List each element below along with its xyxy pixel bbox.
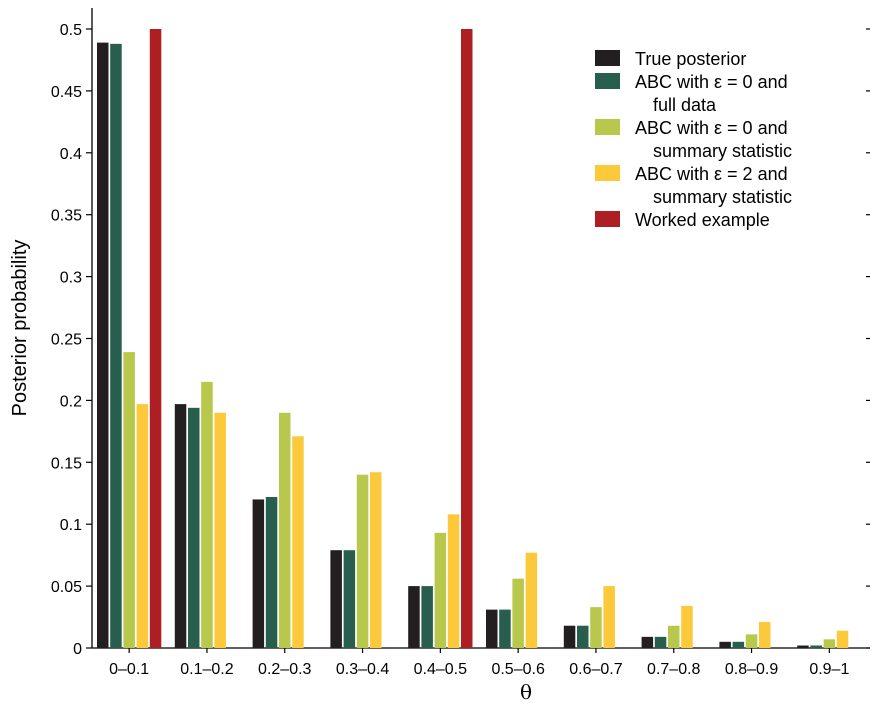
bar <box>447 514 460 648</box>
bar <box>681 605 693 648</box>
bar <box>149 29 162 648</box>
x-axis-title: θ <box>520 680 532 704</box>
bar <box>265 496 278 648</box>
bar <box>719 641 731 648</box>
bar <box>136 404 149 648</box>
x-tick-label: 0.2–0.3 <box>258 661 311 678</box>
bar <box>434 532 447 648</box>
x-tick-label: 0.3–0.4 <box>336 661 389 678</box>
bar <box>252 499 265 648</box>
legend-label: full data <box>653 95 717 115</box>
x-tick-label: 0.6–0.7 <box>569 661 622 678</box>
bar <box>745 634 758 648</box>
bar <box>408 586 420 648</box>
y-tick-label: 0.2 <box>60 393 82 410</box>
y-tick-label: 0.5 <box>60 22 82 39</box>
bar <box>499 609 511 648</box>
legend-label: ABC with ε = 2 and <box>635 164 788 184</box>
bar <box>330 550 342 648</box>
legend-label: summary statistic <box>653 141 792 161</box>
bar <box>370 472 382 648</box>
x-tick-label: 0–0.1 <box>109 661 149 678</box>
y-tick-label: 0.35 <box>51 208 82 225</box>
legend: True posterior ABC with ε = 0 and full dat… <box>595 49 792 230</box>
bar <box>421 586 433 648</box>
bar <box>512 578 524 648</box>
legend-label: ABC with ε = 0 and <box>635 72 788 92</box>
bar <box>461 29 473 648</box>
bar <box>732 641 745 648</box>
bar <box>641 636 654 648</box>
y-tick-label: 0.3 <box>60 270 82 287</box>
bar <box>174 404 187 648</box>
bar <box>577 625 589 648</box>
y-tick-label: 0 <box>73 641 82 658</box>
x-tick-label: 0.7–0.8 <box>647 661 700 678</box>
x-tick-label: 0.5–0.6 <box>491 661 544 678</box>
bar <box>214 412 226 648</box>
bar <box>563 625 576 648</box>
y-tick-label: 0.45 <box>51 84 82 101</box>
bar <box>654 636 667 648</box>
bar <box>292 436 304 648</box>
bar <box>823 639 836 648</box>
x-tick-label: 0.9–1 <box>809 661 849 678</box>
x-tick-labels: 0–0.1 0.1–0.2 0.2–0.3 0.3–0.4 0.4–0.5 0.5–0.6… <box>109 648 849 678</box>
x-tick-label: 0.4–0.5 <box>414 661 467 678</box>
legend-label: summary statistic <box>653 187 792 207</box>
bar <box>110 43 122 648</box>
legend-swatch <box>595 50 620 66</box>
y-tick-label: 0.05 <box>51 579 82 596</box>
y-tick-label: 0.1 <box>60 517 82 534</box>
bar <box>486 609 498 648</box>
bar <box>668 625 680 648</box>
bar <box>343 550 356 648</box>
legend-swatch <box>595 211 620 227</box>
y-tick-labels: 0 0.05 0.1 0.15 0.2 0.25 0.3 0.35 0.4 0.45 0.5 <box>51 22 870 658</box>
bar <box>836 630 849 648</box>
x-tick-label: 0.1–0.2 <box>180 661 233 678</box>
legend-label: True posterior <box>635 49 746 69</box>
bar <box>188 407 200 648</box>
y-tick-label: 0.4 <box>60 146 82 163</box>
bar <box>590 607 602 648</box>
y-axis-title: Posterior probability <box>9 240 31 417</box>
bar <box>356 474 369 648</box>
bar <box>810 645 822 648</box>
y-tick-label: 0.25 <box>51 332 82 349</box>
bar <box>123 352 135 648</box>
bars <box>97 29 849 649</box>
bar <box>525 552 538 648</box>
bar <box>603 586 615 648</box>
x-tick-label: 0.8–0.9 <box>725 661 778 678</box>
bar <box>797 645 809 648</box>
legend-label: ABC with ε = 0 and <box>635 118 788 138</box>
legend-swatch <box>595 119 620 135</box>
bar <box>97 42 109 649</box>
legend-label: Worked example <box>635 210 770 230</box>
bar <box>201 381 213 648</box>
legend-swatch <box>595 165 620 181</box>
y-tick-label: 0.15 <box>51 455 82 472</box>
bar <box>759 622 771 648</box>
legend-swatch <box>595 73 620 89</box>
bar <box>279 412 291 648</box>
